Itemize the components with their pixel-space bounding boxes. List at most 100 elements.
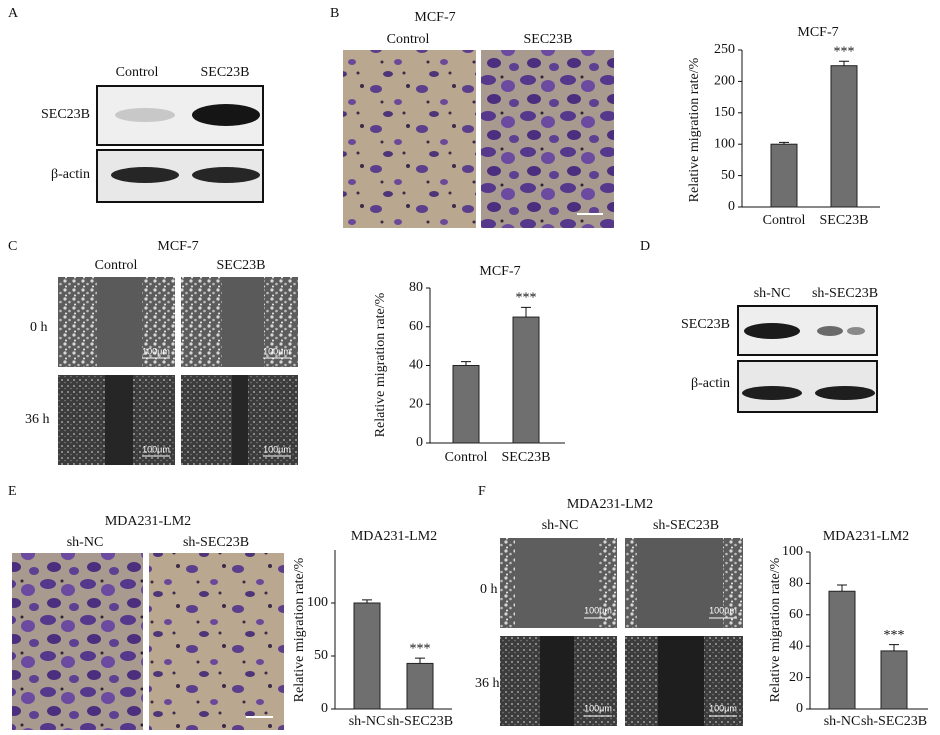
x-tick-label: SEC23B xyxy=(501,450,550,465)
column-label: sh-SEC23B xyxy=(183,535,249,550)
wound-gap xyxy=(637,538,723,628)
wound-gap xyxy=(105,375,133,465)
band xyxy=(815,386,875,400)
scratch-images: 100μm 100μm 100μm 100μm xyxy=(58,277,298,465)
scale-label: 100μm xyxy=(584,605,612,615)
significance: *** xyxy=(884,628,905,643)
panel-label: A xyxy=(8,6,19,21)
row-label: β-actin xyxy=(51,167,90,182)
band xyxy=(115,108,175,122)
panel-label: E xyxy=(8,484,17,499)
panel-label: F xyxy=(478,484,486,499)
band xyxy=(192,167,260,183)
row-label: 0 h xyxy=(480,582,498,597)
micrograph xyxy=(12,553,143,730)
y-tick-label: 80 xyxy=(789,576,803,591)
significance: *** xyxy=(834,45,855,60)
y-tick-label: 250 xyxy=(714,42,735,57)
y-tick-label: 0 xyxy=(416,435,423,450)
chart-title: MCF-7 xyxy=(479,264,520,279)
scale-label: 100μm xyxy=(263,346,291,356)
micrograph xyxy=(343,50,476,228)
y-axis-label: Relative migration rate/% xyxy=(373,292,388,437)
error-bar xyxy=(839,60,849,66)
bar xyxy=(353,602,381,710)
band xyxy=(192,104,260,126)
significance: *** xyxy=(410,641,431,656)
x-tick-label: Control xyxy=(445,450,488,465)
panel-label: D xyxy=(640,239,650,254)
error-bar xyxy=(415,657,425,664)
chart-title: MDA231-LM2 xyxy=(351,529,437,544)
column-label: sh-NC xyxy=(542,518,579,533)
scale-label: 100μm xyxy=(142,346,170,356)
bar xyxy=(512,316,540,444)
y-tick-label: 20 xyxy=(789,670,803,685)
y-axis-label: Relative migration rate/% xyxy=(687,57,702,202)
lane-label: SEC23B xyxy=(200,65,249,80)
y-tick-label: 100 xyxy=(782,544,803,559)
y-tick-label: 100 xyxy=(714,136,735,151)
chart-title: MDA231-LM2 xyxy=(823,529,909,544)
column-label: Control xyxy=(95,258,138,273)
bar xyxy=(406,662,434,710)
band xyxy=(111,167,179,183)
y-tick-label: 20 xyxy=(409,396,423,411)
y-tick-label: 80 xyxy=(409,280,423,295)
wound-gap xyxy=(515,538,599,628)
y-axis-label: Relative migration rate/% xyxy=(292,557,307,702)
significance: *** xyxy=(516,291,537,306)
row-label: 36 h xyxy=(475,676,500,691)
y-tick-label: 50 xyxy=(721,168,735,183)
error-bar xyxy=(461,361,471,366)
column-label: Control xyxy=(387,32,430,47)
image-title: MDA231-LM2 xyxy=(105,514,191,529)
wound-gap xyxy=(97,277,142,367)
row-label: β-actin xyxy=(691,376,730,391)
y-tick-label: 0 xyxy=(796,701,803,716)
lane-label: sh-NC xyxy=(754,286,791,301)
lane-label: Control xyxy=(116,65,159,80)
scale-label: 100μm xyxy=(584,703,612,713)
chart-title: MCF-7 xyxy=(797,25,838,40)
micrograph xyxy=(149,553,284,730)
wound-gap xyxy=(232,375,248,465)
y-tick-label: 0 xyxy=(728,199,735,214)
row-label: 36 h xyxy=(25,412,50,427)
y-tick-label: 60 xyxy=(409,319,423,334)
scale-label: 100μm xyxy=(142,444,170,454)
y-tick-label: 40 xyxy=(409,358,423,373)
column-label: sh-NC xyxy=(67,535,104,550)
x-tick-label: SEC23B xyxy=(819,213,868,228)
image-title: MCF-7 xyxy=(157,239,198,254)
x-tick-label: sh-NC xyxy=(824,714,861,729)
scale-label: 100μm xyxy=(709,605,737,615)
wound-gap xyxy=(222,277,264,367)
column-label: SEC23B xyxy=(523,32,572,47)
error-bar xyxy=(362,599,372,603)
row-label: SEC23B xyxy=(41,107,90,122)
y-tick-label: 100 xyxy=(307,595,328,610)
panel-label: C xyxy=(8,239,17,254)
scratch-images: 100μm 100μm 100μm 100μm xyxy=(500,538,743,726)
lane-label: sh-SEC23B xyxy=(812,286,878,301)
error-bar xyxy=(837,584,847,592)
y-tick-label: 200 xyxy=(714,74,735,89)
row-label: SEC23B xyxy=(681,317,730,332)
band xyxy=(742,386,802,400)
band xyxy=(817,326,843,336)
bar xyxy=(828,590,856,710)
row-label: 0 h xyxy=(30,320,48,335)
y-tick-label: 0 xyxy=(321,701,328,716)
column-label: sh-SEC23B xyxy=(653,518,719,533)
wound-gap xyxy=(658,636,704,726)
blot-box xyxy=(737,360,878,413)
scale-label: 100μm xyxy=(263,444,291,454)
x-tick-label: sh-SEC23B xyxy=(861,714,927,729)
band xyxy=(847,327,865,335)
column-label: SEC23B xyxy=(216,258,265,273)
image-title: MDA231-LM2 xyxy=(567,497,653,512)
x-tick-label: Control xyxy=(763,213,806,228)
panel-label: B xyxy=(330,6,339,21)
band xyxy=(744,323,800,339)
